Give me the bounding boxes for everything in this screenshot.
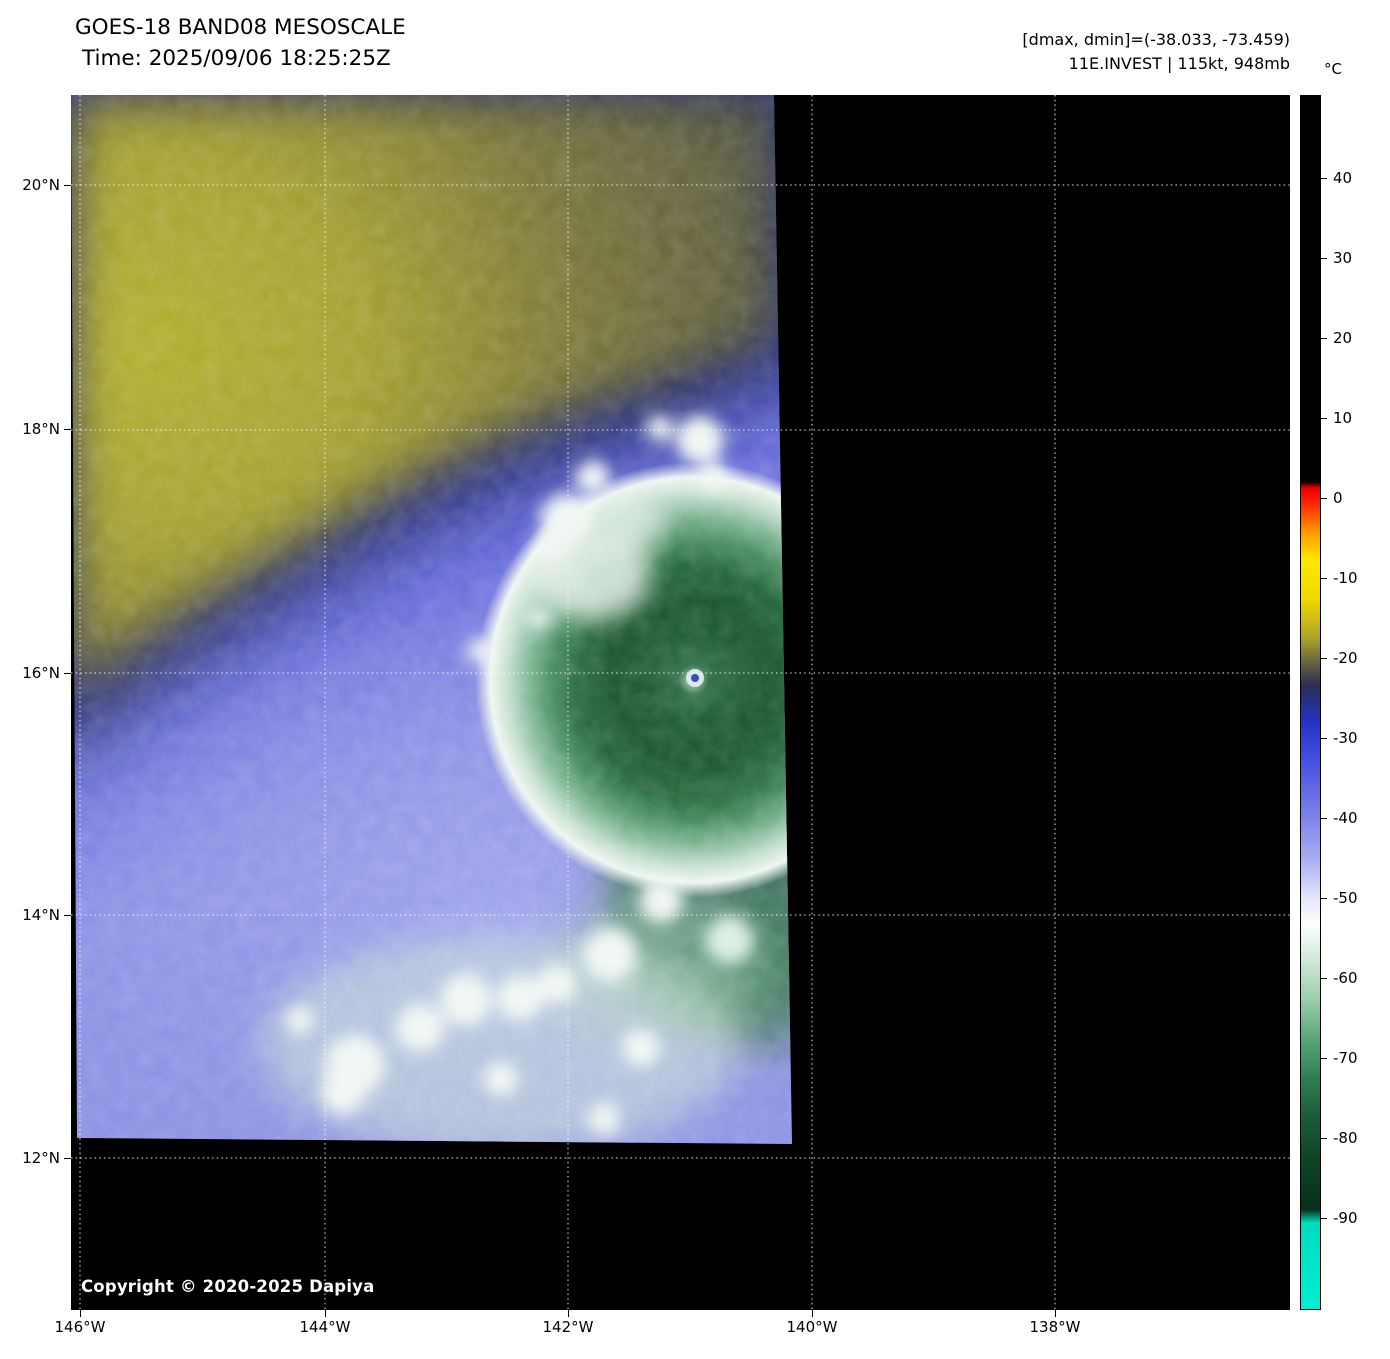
- satellite-swath-image: [71, 95, 1290, 1310]
- annotation-storm: 11E.INVEST | 115kt, 948mb: [1068, 54, 1290, 73]
- lat-tick-label: 20°N: [22, 176, 60, 194]
- lon-tick-label: 144°W: [299, 1318, 351, 1336]
- lon-tick: [325, 1310, 326, 1317]
- colorbar-tick-label: -50: [1333, 889, 1358, 907]
- colorbar-gradient: [1300, 95, 1321, 1310]
- lat-tick-label: 14°N: [22, 906, 60, 924]
- colorbar-tick-label: -90: [1333, 1209, 1358, 1227]
- copyright-text: Copyright © 2020-2025 Dapiya: [81, 1277, 375, 1296]
- colorbar-tick: [1321, 978, 1327, 979]
- colorbar-tick: [1321, 1138, 1327, 1139]
- colorbar-tick-label: 20: [1333, 329, 1353, 347]
- lat-tick: [64, 429, 71, 430]
- lat-tick: [64, 915, 71, 916]
- colorbar-tick-label: -40: [1333, 809, 1358, 827]
- annotation-block: [dmax, dmin]=(-38.033, -73.459) 11E.INVE…: [1022, 28, 1290, 76]
- lon-tick-label: 140°W: [786, 1318, 838, 1336]
- colorbar-tick: [1321, 578, 1327, 579]
- colorbar-tick-label: 0: [1333, 489, 1343, 507]
- colorbar-tick-label: 30: [1333, 249, 1353, 267]
- colorbar-tick-label: -30: [1333, 729, 1358, 747]
- lon-tick-label: 146°W: [54, 1318, 106, 1336]
- lon-tick: [1055, 1310, 1056, 1317]
- figure-title-block: GOES-18 BAND08 MESOSCALE Time: 2025/09/0…: [75, 12, 406, 74]
- lat-tick-label: 12°N: [22, 1149, 60, 1167]
- grain-texture: [71, 95, 792, 1144]
- lon-tick: [80, 1310, 81, 1317]
- gridlines: [71, 95, 1290, 1310]
- colorbar-tick: [1321, 1218, 1327, 1219]
- lat-tick: [64, 1158, 71, 1159]
- plot-area: Copyright © 2020-2025 Dapiya: [71, 95, 1290, 1310]
- lat-tick: [64, 673, 71, 674]
- colorbar-unit-label: °C: [1324, 60, 1342, 78]
- lon-tick: [812, 1310, 813, 1317]
- colorbar-tick: [1321, 658, 1327, 659]
- colorbar-tick-label: 10: [1333, 409, 1353, 427]
- colorbar-tick: [1321, 738, 1327, 739]
- colorbar-tick-label: -20: [1333, 649, 1358, 667]
- lon-tick: [568, 1310, 569, 1317]
- colorbar-tick-label: 40: [1333, 169, 1353, 187]
- colorbar-tick: [1321, 498, 1327, 499]
- colorbar-tick-label: -10: [1333, 569, 1358, 587]
- annotation-dmax-dmin: [dmax, dmin]=(-38.033, -73.459): [1022, 30, 1290, 49]
- lat-tick-label: 16°N: [22, 664, 60, 682]
- lat-tick: [64, 185, 71, 186]
- lat-tick-label: 18°N: [22, 420, 60, 438]
- colorbar-tick-label: -80: [1333, 1129, 1358, 1147]
- colorbar-tick: [1321, 338, 1327, 339]
- colorbar-tick: [1321, 418, 1327, 419]
- colorbar-tick: [1321, 258, 1327, 259]
- colorbar-tick: [1321, 898, 1327, 899]
- lon-tick-label: 142°W: [542, 1318, 594, 1336]
- colorbar-tick-label: -70: [1333, 1049, 1358, 1067]
- colorbar-tick: [1321, 1058, 1327, 1059]
- figure-title: GOES-18 BAND08 MESOSCALE: [75, 15, 406, 40]
- figure-time: Time: 2025/09/06 18:25:25Z: [82, 46, 391, 71]
- colorbar-tick: [1321, 178, 1327, 179]
- lon-tick-label: 138°W: [1029, 1318, 1081, 1336]
- colorbar-tick: [1321, 818, 1327, 819]
- colorbar-tick-label: -60: [1333, 969, 1358, 987]
